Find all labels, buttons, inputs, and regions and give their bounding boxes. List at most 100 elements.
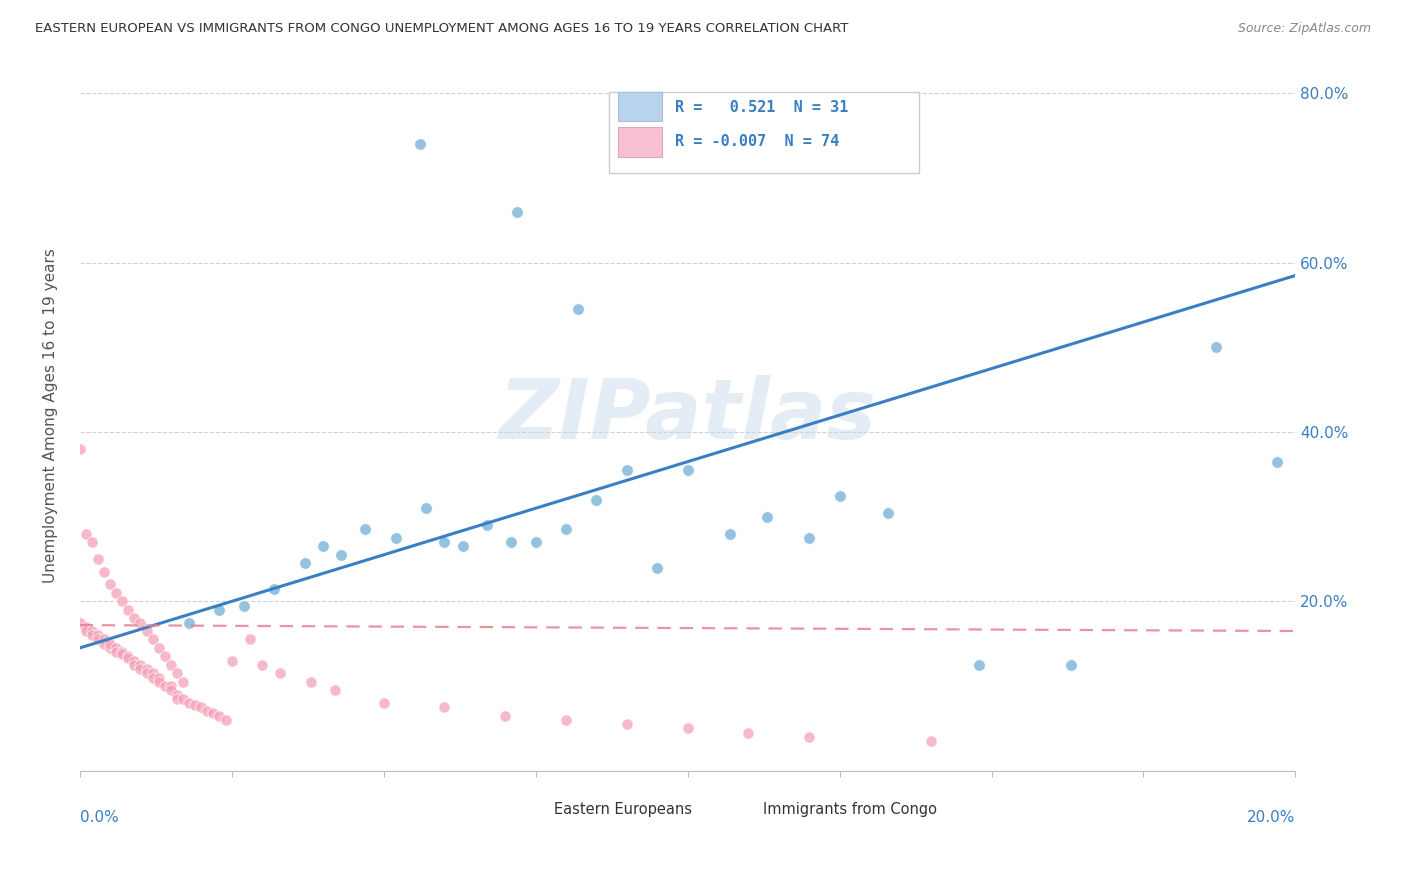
Point bbox=[75, 620, 97, 634]
Point bbox=[98, 577, 121, 591]
Point bbox=[232, 599, 254, 613]
Text: R =   0.521  N = 31: R = 0.521 N = 31 bbox=[675, 100, 849, 115]
Point bbox=[373, 696, 395, 710]
Point bbox=[177, 696, 200, 710]
Point bbox=[75, 624, 97, 638]
Text: Source: ZipAtlas.com: Source: ZipAtlas.com bbox=[1237, 22, 1371, 36]
Point bbox=[920, 734, 942, 748]
Y-axis label: Unemployment Among Ages 16 to 19 years: Unemployment Among Ages 16 to 19 years bbox=[44, 248, 58, 582]
Point bbox=[737, 725, 759, 739]
Point bbox=[80, 628, 103, 642]
Point bbox=[111, 647, 134, 661]
Point bbox=[160, 679, 183, 693]
Point bbox=[1205, 340, 1227, 354]
Point bbox=[567, 302, 589, 317]
Point bbox=[616, 717, 638, 731]
Point bbox=[87, 632, 110, 647]
Point bbox=[93, 632, 115, 647]
Point bbox=[105, 640, 128, 655]
Point bbox=[433, 700, 456, 714]
Point bbox=[153, 679, 176, 693]
Point bbox=[184, 698, 207, 712]
FancyBboxPatch shape bbox=[512, 797, 548, 822]
Point bbox=[117, 603, 139, 617]
Point bbox=[616, 463, 638, 477]
Point bbox=[142, 671, 165, 685]
Point bbox=[142, 666, 165, 681]
Point bbox=[172, 691, 194, 706]
Point bbox=[129, 662, 152, 676]
Point bbox=[124, 657, 146, 672]
Point bbox=[80, 624, 103, 638]
Text: 20.0%: 20.0% bbox=[1247, 810, 1295, 825]
Point bbox=[166, 688, 188, 702]
Text: Eastern Europeans: Eastern Europeans bbox=[554, 802, 692, 817]
Point bbox=[80, 535, 103, 549]
Point bbox=[585, 492, 607, 507]
Point bbox=[555, 523, 578, 537]
Point bbox=[269, 666, 291, 681]
Point bbox=[172, 674, 194, 689]
Point bbox=[506, 205, 529, 219]
Point bbox=[409, 137, 432, 152]
Point bbox=[755, 509, 778, 524]
Point bbox=[142, 632, 165, 647]
Point bbox=[87, 552, 110, 566]
Point bbox=[294, 557, 316, 571]
Point bbox=[1059, 657, 1081, 672]
Point bbox=[312, 540, 335, 554]
Point bbox=[111, 645, 134, 659]
Point bbox=[676, 722, 699, 736]
Point bbox=[124, 611, 146, 625]
Point bbox=[166, 666, 188, 681]
Point bbox=[124, 654, 146, 668]
Point bbox=[1265, 455, 1288, 469]
Point bbox=[214, 713, 236, 727]
Point bbox=[797, 531, 820, 545]
Point bbox=[190, 700, 212, 714]
Point bbox=[208, 603, 231, 617]
Point bbox=[718, 526, 741, 541]
Point bbox=[330, 548, 353, 562]
Text: ZIPatlas: ZIPatlas bbox=[499, 375, 876, 456]
Point bbox=[69, 442, 91, 456]
Point bbox=[433, 535, 456, 549]
Point bbox=[160, 683, 183, 698]
Point bbox=[195, 705, 218, 719]
Point bbox=[494, 708, 516, 723]
Point bbox=[208, 708, 231, 723]
Point bbox=[129, 657, 152, 672]
Text: EASTERN EUROPEAN VS IMMIGRANTS FROM CONGO UNEMPLOYMENT AMONG AGES 16 TO 19 YEARS: EASTERN EUROPEAN VS IMMIGRANTS FROM CONG… bbox=[35, 22, 849, 36]
FancyBboxPatch shape bbox=[619, 92, 662, 121]
FancyBboxPatch shape bbox=[609, 92, 918, 173]
Point bbox=[69, 615, 91, 630]
Text: 0.0%: 0.0% bbox=[80, 810, 118, 825]
Point bbox=[828, 489, 851, 503]
Point bbox=[797, 730, 820, 744]
Point bbox=[129, 615, 152, 630]
Point bbox=[160, 657, 183, 672]
FancyBboxPatch shape bbox=[619, 128, 662, 157]
Point bbox=[299, 674, 322, 689]
Point bbox=[221, 654, 243, 668]
Point bbox=[475, 518, 498, 533]
Point bbox=[98, 637, 121, 651]
Point bbox=[105, 645, 128, 659]
Point bbox=[105, 586, 128, 600]
Point bbox=[239, 632, 262, 647]
Text: Immigrants from Congo: Immigrants from Congo bbox=[763, 802, 936, 817]
Point bbox=[111, 594, 134, 608]
Point bbox=[98, 640, 121, 655]
Point bbox=[250, 657, 273, 672]
Point bbox=[415, 501, 437, 516]
Point bbox=[202, 706, 225, 720]
FancyBboxPatch shape bbox=[721, 797, 756, 822]
Point bbox=[676, 463, 699, 477]
Point bbox=[148, 671, 170, 685]
Point bbox=[969, 657, 991, 672]
Point bbox=[166, 691, 188, 706]
Point bbox=[93, 565, 115, 579]
Point bbox=[93, 637, 115, 651]
Point bbox=[75, 526, 97, 541]
Text: R = -0.007  N = 74: R = -0.007 N = 74 bbox=[675, 135, 839, 149]
